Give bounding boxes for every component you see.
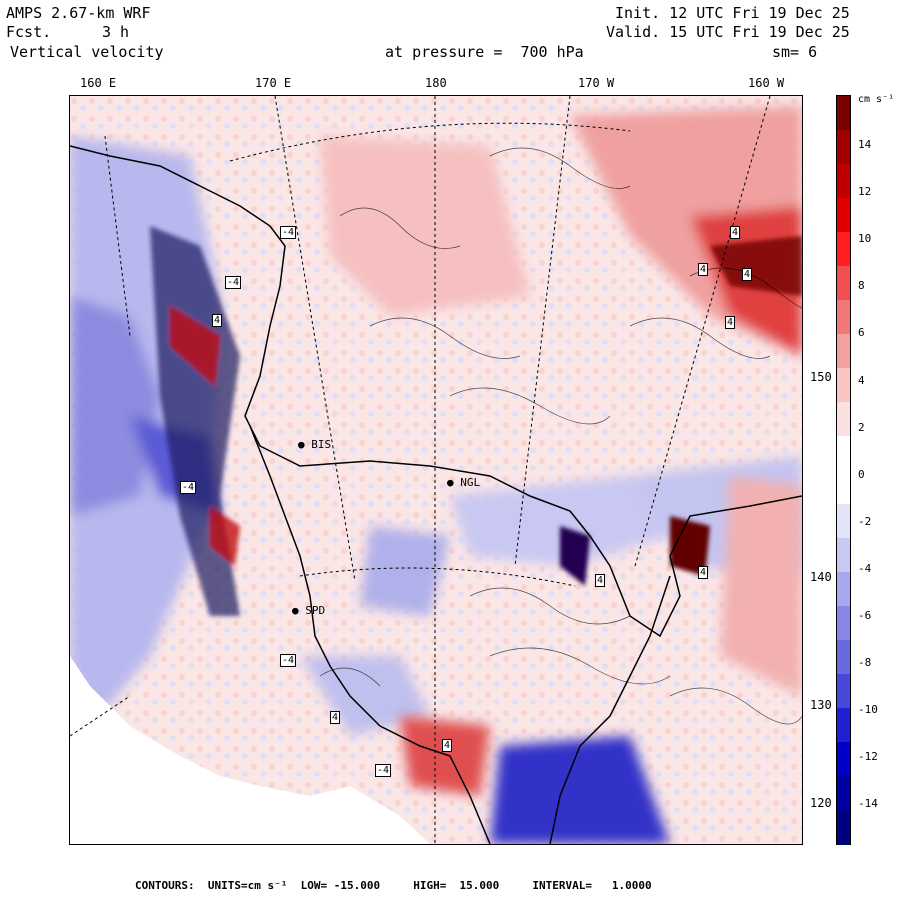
colorbar-swatch — [837, 130, 850, 165]
colorbar-tick-label: -2 — [858, 514, 872, 528]
model-title: AMPS 2.67-km WRF — [6, 4, 151, 22]
extrema-marker: -4 — [280, 654, 297, 667]
station-ngl: ● NGL — [447, 476, 480, 489]
map-panel: -4 -4 4 4 4 4 4 -4 4 4 -4 -4 4 4 ● BIS ●… — [69, 95, 803, 845]
coastline — [70, 145, 802, 844]
contours-label: CONTOURS: — [135, 879, 195, 892]
colorbar-tick-label: -12 — [858, 750, 878, 764]
colorbar-swatch — [837, 402, 850, 437]
station-label: NGL — [460, 476, 481, 489]
colorbar-swatch — [837, 300, 850, 335]
station-dot: ● — [298, 438, 305, 451]
colorbar-units: cm s⁻¹ — [858, 94, 895, 105]
extrema-marker: 4 — [742, 268, 753, 281]
station-spd: ● SPD — [292, 604, 325, 617]
high-value: HIGH= 15.000 — [413, 879, 500, 892]
lon-label: 180 — [425, 76, 447, 90]
colorbar-swatch — [837, 232, 850, 267]
extrema-marker: -4 — [225, 276, 242, 289]
valid-time: Valid. 15 UTC Fri 19 Dec 25 — [606, 23, 850, 41]
extrema-marker: -4 — [375, 764, 392, 777]
forecast-label: Fcst. — [6, 23, 52, 41]
extrema-marker: -4 — [280, 226, 297, 239]
contours — [319, 147, 802, 725]
colorbar-tick-label: 0 — [858, 467, 865, 481]
map-field — [70, 96, 802, 844]
colorbar-tick-label: -10 — [858, 703, 878, 717]
pressure-level: at pressure = 700 hPa — [385, 43, 584, 61]
colorbar-tick-label: 4 — [858, 373, 865, 387]
colorbar-swatch — [837, 708, 850, 743]
colorbar-swatch — [837, 164, 850, 199]
low-value: LOW= -15.000 — [300, 879, 381, 892]
colorbar-swatch — [837, 606, 850, 641]
lon-label: 170 E — [255, 76, 292, 90]
colorbar-tick-label: 2 — [858, 420, 865, 434]
extrema-marker: 4 — [725, 316, 736, 329]
station-dot: ● — [292, 604, 299, 617]
extrema-marker: 4 — [698, 566, 709, 579]
extrema-marker: 4 — [698, 263, 709, 276]
field-name: Vertical velocity — [10, 43, 164, 61]
colorbar-tick-label: 8 — [858, 279, 865, 293]
colorbar-tick-label: 14 — [858, 138, 872, 151]
colorbar-swatch — [837, 572, 850, 607]
extrema-marker: -4 — [180, 481, 197, 494]
colorbar-tick-label: 10 — [858, 232, 872, 246]
contour-info: CONTOURS: UNITS=cm s⁻¹ LOW= -15.000 HIGH… — [135, 879, 652, 892]
colorbar-swatch — [837, 266, 850, 301]
extrema-marker: 4 — [212, 314, 223, 327]
forecast-value: 3 h — [102, 23, 130, 41]
station-dot: ● — [447, 476, 454, 489]
smoothing: sm= 6 — [772, 43, 818, 61]
colorbar-swatch — [837, 504, 850, 539]
colorbar-swatch — [837, 640, 850, 675]
colorbar-tick-label: 6 — [858, 326, 865, 340]
colorbar-swatch — [837, 470, 850, 505]
interval-value: INTERVAL= 1.0000 — [532, 879, 652, 892]
graticule — [70, 96, 771, 844]
no-data-region — [70, 656, 430, 844]
extrema-marker: 4 — [595, 574, 606, 587]
colorbar-swatch — [837, 674, 850, 709]
extrema-marker: 4 — [330, 711, 341, 724]
colorbar-tick-label: -14 — [858, 797, 878, 811]
lon-label: 160 W — [748, 76, 785, 90]
colorbar-swatch — [837, 810, 850, 845]
units-label: UNITS=cm s⁻¹ — [207, 879, 288, 892]
colorbar-tick-label: -4 — [858, 561, 872, 575]
station-label: SPD — [305, 604, 326, 617]
colorbar-swatch — [837, 368, 850, 403]
init-time: Init. 12 UTC Fri 19 Dec 25 — [615, 4, 850, 22]
colorbar-swatch — [837, 334, 850, 369]
colorbar-swatch — [837, 96, 850, 131]
colorbar-tick-label: -8 — [858, 656, 872, 670]
extrema-marker: 4 — [730, 226, 741, 239]
colorbar-swatch — [837, 742, 850, 777]
colorbar — [836, 95, 851, 845]
colorbar-swatch — [837, 776, 850, 811]
station-bis: ● BIS — [298, 438, 331, 451]
colorbar-tick-label: -6 — [858, 609, 872, 622]
extrema-marker: 4 — [442, 739, 453, 752]
lon-label: 170 W — [578, 76, 615, 90]
lon-label: 160 E — [80, 76, 117, 90]
colorbar-swatch — [837, 538, 850, 573]
colorbar-swatch — [837, 436, 850, 471]
colorbar-swatch — [837, 198, 850, 233]
station-label: BIS — [311, 438, 332, 451]
colorbar-tick-label: 12 — [858, 185, 872, 199]
